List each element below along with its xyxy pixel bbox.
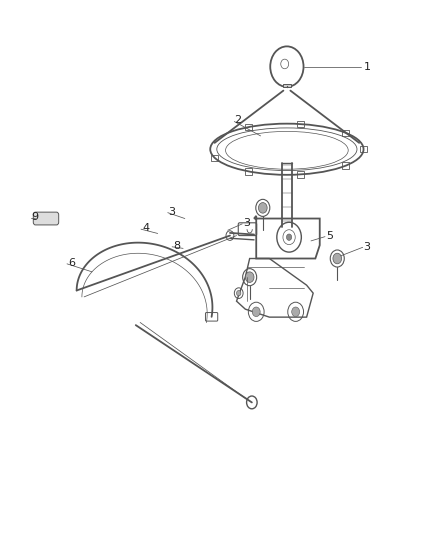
Text: 1: 1 [364, 62, 371, 71]
Circle shape [252, 307, 260, 317]
FancyBboxPatch shape [33, 212, 59, 225]
Text: 9: 9 [32, 213, 39, 222]
Text: 3: 3 [169, 207, 176, 216]
Circle shape [245, 272, 254, 282]
Circle shape [258, 203, 267, 213]
FancyBboxPatch shape [283, 84, 291, 87]
Text: 3: 3 [243, 218, 250, 228]
Circle shape [237, 290, 241, 296]
Text: 8: 8 [173, 241, 180, 251]
Circle shape [333, 253, 342, 264]
Text: 3: 3 [364, 242, 371, 252]
Text: 2: 2 [234, 115, 241, 125]
Circle shape [292, 307, 300, 317]
Circle shape [286, 234, 292, 240]
Text: 6: 6 [68, 258, 75, 268]
Text: 4: 4 [142, 223, 149, 233]
Text: 5: 5 [326, 231, 333, 240]
